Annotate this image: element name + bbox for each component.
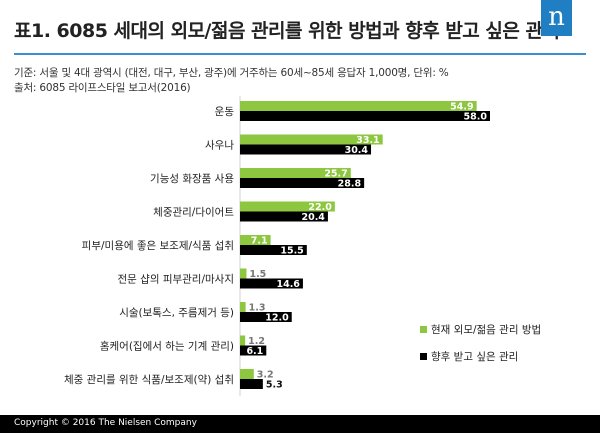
bar-current (240, 268, 247, 279)
legend-label-current: 현재 외모/젊음 관리 방법 (431, 324, 542, 336)
category-label: 전문 샵의 피부관리/마사지 (118, 274, 234, 286)
bar-future (240, 278, 303, 289)
bar-current (240, 101, 477, 111)
value-label-current: 7.1 (251, 236, 268, 247)
footer-bar: Copyright © 2016 The Nielsen Company (0, 415, 600, 433)
legend-label-future: 향후 받고 싶은 관리 (431, 351, 519, 363)
bar-current (240, 201, 335, 212)
value-label-current: 1.2 (248, 336, 265, 347)
category-label: 기능성 화장품 사용 (150, 173, 234, 185)
value-label-current: 1.3 (249, 303, 266, 314)
legend-item-future: 향후 받고 싶은 관리 (420, 349, 518, 364)
bar-future (240, 379, 263, 389)
value-label-future: 15.5 (280, 246, 303, 257)
nielsen-logo: n (541, 0, 572, 36)
bar-current (240, 235, 271, 245)
value-label-current: 3.2 (257, 370, 274, 381)
legend-swatch-current (420, 325, 427, 333)
bar-current (240, 168, 351, 178)
value-label-current: 54.9 (450, 102, 473, 113)
value-label-future: 20.4 (301, 212, 325, 223)
bar-current (240, 134, 383, 145)
category-label: 피부/미용에 좋은 보조제/식품 섭취 (82, 240, 234, 252)
source-note: 출처: 6085 라이프스타일 보고서(2016) (14, 82, 191, 94)
bar-future (240, 345, 267, 356)
legend-swatch-future (420, 352, 427, 360)
category-label: 체중 관리를 위한 식품/보조제(약) 섭취 (64, 373, 234, 386)
category-label: 홈케어(집에서 하는 기계 관리) (100, 340, 234, 353)
value-label-current: 25.7 (324, 169, 347, 180)
category-label: 체중관리/다이어트 (153, 207, 234, 219)
legend-item-current: 현재 외모/젊음 관리 방법 (420, 322, 541, 337)
chart-title: 표1. 6085 세대의 외모/젊음 관리를 위한 방법과 향후 받고 싶은 관… (14, 20, 560, 42)
category-label: 운동 (215, 106, 235, 118)
bar-future (240, 111, 490, 121)
bar-future (240, 312, 292, 322)
bar-current (240, 335, 246, 346)
value-label-current: 33.1 (356, 135, 379, 146)
copyright-text: Copyright © 2016 The Nielsen Company (14, 418, 197, 428)
value-label-current: 22.0 (308, 202, 332, 213)
value-label-future: 6.1 (246, 346, 263, 357)
bar-future (240, 211, 328, 222)
value-label-future: 14.6 (276, 279, 300, 290)
value-label-future: 58.0 (464, 112, 488, 123)
bar-current (240, 302, 246, 312)
basis-note: 기준: 서울 및 4대 광역시 (대전, 대구, 부산, 광주)에 거주하는 6… (14, 67, 449, 79)
value-label-future: 5.3 (266, 380, 283, 391)
category-label: 시술(보톡스, 주름제거 등) (119, 307, 234, 319)
value-label-future: 12.0 (265, 313, 289, 324)
value-label-future: 30.4 (345, 145, 369, 156)
bar-future (240, 144, 372, 155)
title-divider (14, 53, 586, 55)
bar-current (240, 369, 254, 379)
category-label: 사우나 (205, 140, 234, 152)
value-label-current: 1.5 (249, 269, 266, 280)
bar-future (240, 245, 307, 255)
bar-future (240, 178, 365, 188)
value-label-future: 28.8 (338, 179, 362, 190)
